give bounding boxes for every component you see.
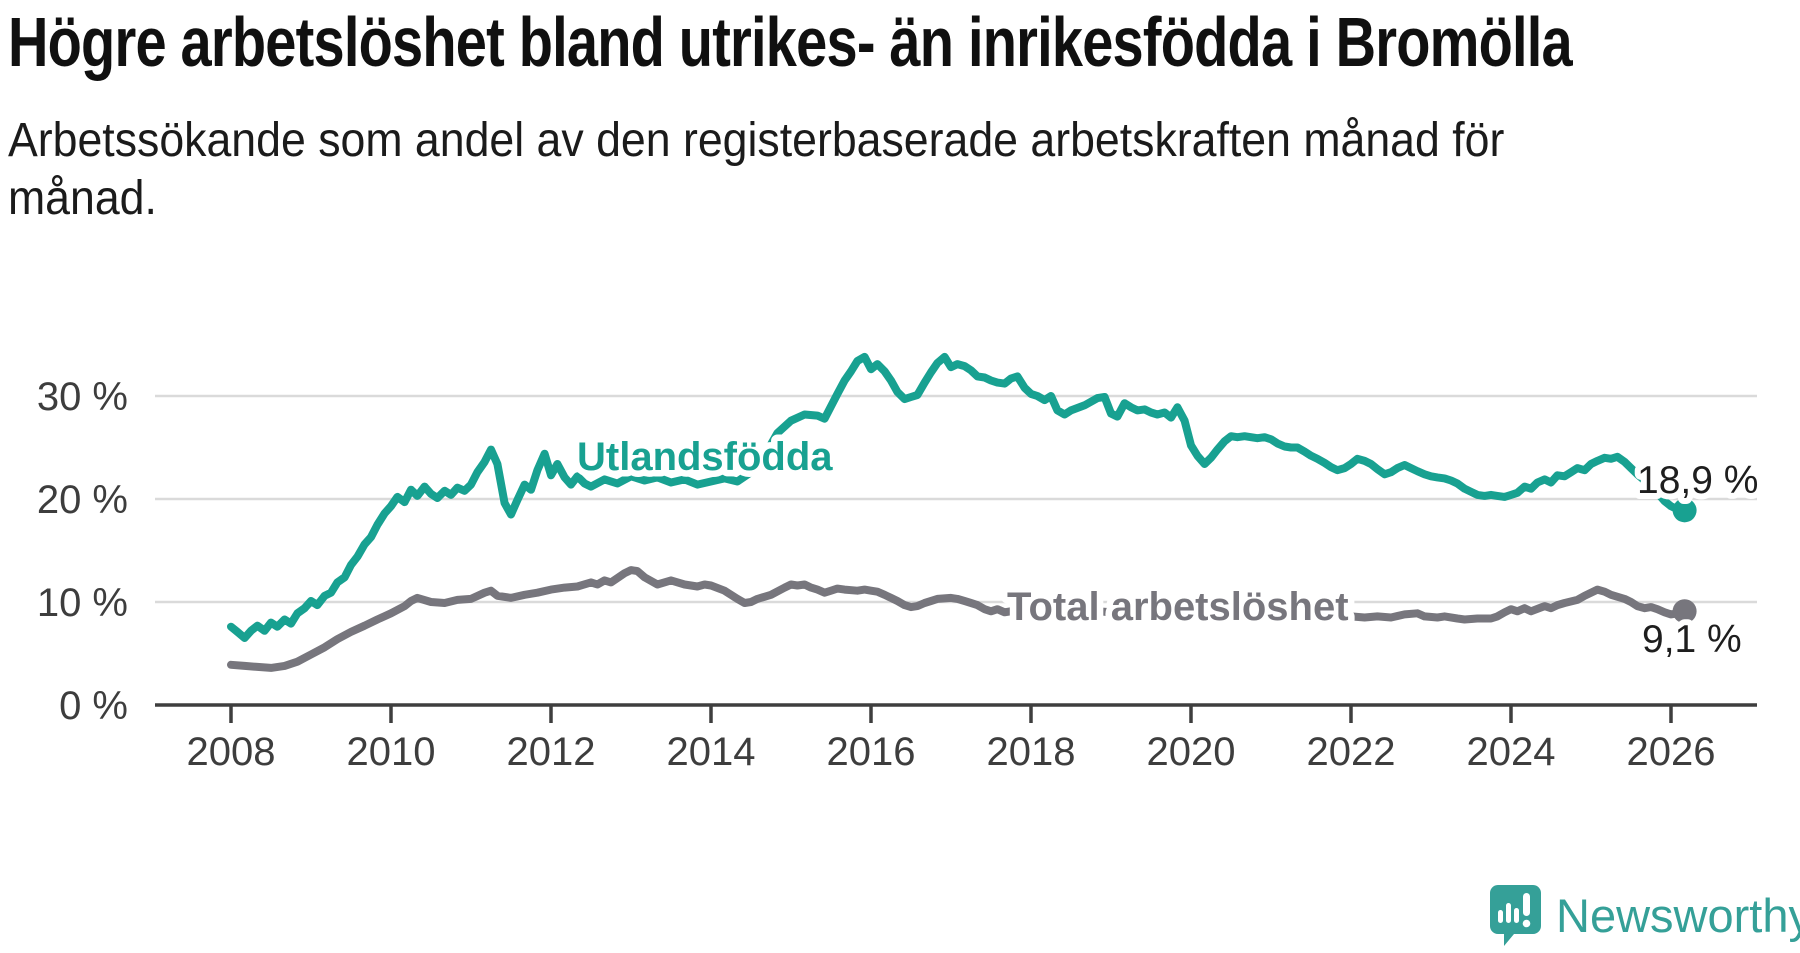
series-label-utlandsfodda: Utlandsfödda: [577, 435, 833, 479]
line-total-arbetsl-shet: [227, 566, 1689, 672]
axis-tick-labels: 2008 2010 2012 2014 2016 2018 2020 2022 2024 2026…: [37, 375, 1716, 774]
line-utlandsf-dda: [227, 352, 1689, 642]
chart-subtitle-line2: månad.: [8, 172, 157, 225]
logo-bar-1: [1498, 910, 1503, 923]
x-tick-label-2024: 2024: [1467, 730, 1556, 774]
newsworthy-logo-icon: [1490, 885, 1541, 946]
logo-bar-2: [1506, 903, 1511, 923]
chart-subtitle-line1: Arbetssökande som andel av den registerb…: [8, 114, 1505, 167]
x-tick-label-2008: 2008: [187, 730, 276, 774]
x-tick-label-2022: 2022: [1307, 730, 1396, 774]
y-tick-label-30: 30 %: [37, 375, 128, 419]
x-tick-label-2026: 2026: [1627, 730, 1716, 774]
series-label-total-arbetsloshet: Total arbetslöshet: [1007, 585, 1349, 629]
series-annotations: Utlandsfödda Total arbetslöshet: [571, 429, 1356, 636]
x-tick-label-2012: 2012: [507, 730, 596, 774]
logo-bar-3: [1514, 908, 1519, 923]
value-annotations: 18,9 % 9,1 %: [1631, 453, 1764, 667]
x-tick-label-2018: 2018: [987, 730, 1076, 774]
x-axis: [155, 703, 1757, 723]
brand-name: Newsworthy: [1556, 889, 1800, 942]
y-tick-label-10: 10 %: [37, 581, 128, 625]
page-title: Högre arbetslöshet bland utrikes- än inr…: [8, 3, 1573, 81]
chart-subtitle: Arbetssökande som andel av den registerb…: [8, 112, 1504, 228]
end-value-label-utlandsfodda: 18,9 %: [1637, 459, 1758, 502]
end-dot-utlandsf-dda: [1672, 498, 1697, 523]
x-tick-label-2016: 2016: [827, 730, 916, 774]
end-dot-total-arbetsl-shet: [1672, 599, 1697, 624]
end-value-label-total: 9,1 %: [1642, 618, 1742, 661]
y-tick-label-0: 0 %: [59, 684, 128, 728]
series-end-dots: [1672, 498, 1697, 624]
x-tick-label-2014: 2014: [667, 730, 756, 774]
y-tick-label-20: 20 %: [37, 478, 128, 522]
series-lines: [227, 352, 1689, 672]
x-tick-label-2010: 2010: [347, 730, 436, 774]
logo-exclamation-bar: [1523, 893, 1530, 916]
logo-exclamation-dot: [1522, 919, 1531, 928]
x-tick-label-2020: 2020: [1147, 730, 1236, 774]
